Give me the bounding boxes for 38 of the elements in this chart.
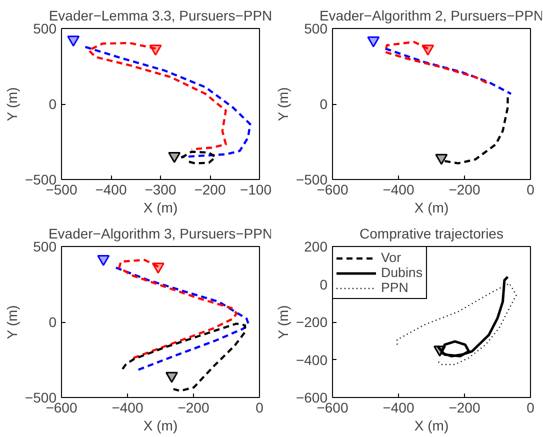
y-tick-label: −200 [296,314,328,330]
y-axis-title: Y (m) [274,305,291,340]
y-axis-title: Y (m) [4,305,20,340]
x-tick-label: −400 [382,182,414,198]
chart-title: Evader−Algorithm 2, Pursuers−PPN [319,8,543,24]
x-tick-label: −300 [144,182,176,198]
x-tick-label: −400 [382,400,414,416]
x-tick-label: 0 [256,400,264,416]
x-tick-label: −400 [112,400,144,416]
y-tick-label: 500 [33,238,57,254]
chart-title: Evader−Algorithm 3, Pursuers−PPN [48,226,273,242]
x-axis-title: X (m) [143,418,178,434]
chart-title: Comprative trajectories [360,226,504,242]
y-tick-label: 0 [320,96,328,112]
y-tick-label: 0 [48,314,57,330]
x-tick-label: −200 [178,400,210,416]
x-axis-title: X (m) [414,418,449,434]
legend-label: PPN [381,280,408,295]
y-tick-label: 500 [33,20,57,36]
x-axis-title: X (m) [414,200,449,216]
y-tick-label: 0 [48,96,57,112]
y-axis-title: Y (m) [274,87,291,122]
y-tick-label: 500 [304,20,328,36]
y-tick-label: 0 [320,276,328,292]
legend-label: Dubins [381,265,422,280]
x-tick-label: 0 [526,400,535,416]
x-tick-label: 0 [526,182,535,198]
x-tick-label: −200 [194,182,226,198]
y-tick-label: 200 [304,238,328,254]
x-axis-title: X (m) [143,200,178,216]
chart-title: Evader−Lemma 3.3, Pursuers−PPN [48,8,272,24]
x-tick-label: −100 [240,182,272,198]
x-tick-label: −200 [448,182,480,198]
y-axis-title: Y (m) [4,87,20,122]
x-tick-label: −400 [95,182,127,198]
x-tick-label: −200 [448,400,480,416]
legend-label: Vor [381,250,402,265]
y-tick-label: −400 [296,352,328,368]
